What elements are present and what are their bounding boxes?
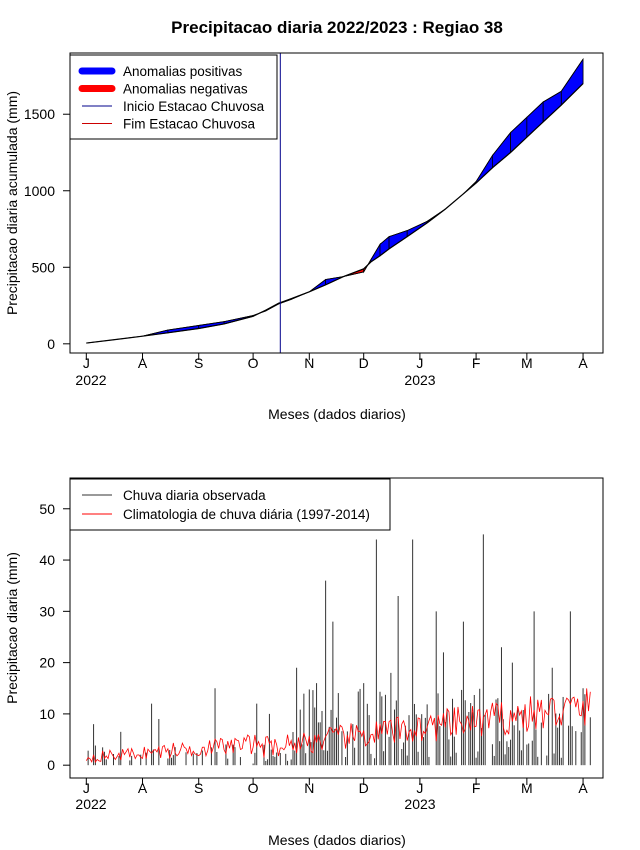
x-tick-label: N: [304, 355, 314, 371]
y-tick-label: 0: [47, 336, 55, 352]
daily-year-2023: 2023: [404, 796, 435, 812]
positive-anomaly-area: [510, 116, 528, 154]
positive-anomaly-area: [542, 90, 562, 123]
daily-panel: J A S O N D J F M A 0 10 20 30 40 50 2022 2023 Meses (…: [4, 477, 604, 848]
legend-label-climatology: Climatologia de chuva diária (1997-2014): [123, 507, 370, 522]
x-tick-label: S: [194, 355, 203, 371]
daily-legend-box: [69, 478, 391, 531]
x-tick-label: S: [194, 780, 203, 796]
cumulative-year-2022: 2022: [75, 372, 106, 388]
daily-year-2022: 2022: [75, 796, 106, 812]
positive-anomaly-area: [526, 101, 544, 139]
x-tick-label: D: [359, 780, 369, 796]
x-tick-label: A: [578, 780, 588, 796]
daily-y-label: Precipitacao diaria (mm): [4, 552, 20, 704]
cumulative-legend: Anomalias positivas Anomalias negativas …: [69, 54, 278, 140]
x-tick-label: J: [416, 355, 423, 371]
legend-label-positive: Anomalias positivas: [123, 64, 243, 79]
x-tick-label: A: [138, 780, 148, 796]
x-tick-label: O: [248, 355, 259, 371]
y-tick-label: 20: [39, 655, 55, 671]
x-tick-label: M: [521, 780, 533, 796]
x-tick-label: A: [578, 355, 588, 371]
y-tick-label: 1500: [24, 106, 55, 122]
y-tick-label: 1000: [24, 183, 55, 199]
x-tick-label: F: [472, 780, 481, 796]
legend-label-observed: Chuva diaria observada: [123, 488, 266, 503]
y-tick-label: 0: [47, 757, 55, 773]
daily-legend: Chuva diaria observada Climatologia de c…: [69, 478, 391, 531]
x-tick-label: A: [138, 355, 148, 371]
cumulative-year-2023: 2023: [404, 372, 435, 388]
x-tick-label: D: [359, 355, 369, 371]
cumulative-y-axis: 0 500 1000 1500: [24, 106, 71, 352]
climatology-daily-line: [85, 688, 591, 764]
legend-label-season-end: Fim Estacao Chuvosa: [123, 117, 256, 132]
observed-cumulative-line: [86, 58, 584, 344]
daily-y-axis: 0 10 20 30 40 50: [39, 501, 71, 773]
x-tick-label: O: [248, 780, 259, 796]
cumulative-x-label: Meses (dados diarios): [268, 406, 406, 422]
chart-title: Precipitacao diaria 2022/2023 : Regiao 3…: [171, 18, 503, 37]
legend-label-season-start: Inicio Estacao Chuvosa: [123, 99, 265, 114]
y-tick-label: 30: [39, 603, 55, 619]
y-tick-label: 500: [32, 259, 56, 275]
x-tick-label: J: [416, 780, 423, 796]
positive-anomaly-area: [560, 57, 584, 106]
x-tick-label: F: [472, 355, 481, 371]
legend-label-negative: Anomalias negativas: [123, 82, 248, 97]
y-tick-label: 10: [39, 706, 55, 722]
daily-plot-area: [85, 534, 591, 766]
cumulative-panel: Precipitacao diaria 2022/2023 : Regiao 3…: [4, 18, 604, 422]
cumulative-y-label: Precipitacao diaria acumulada (mm): [4, 91, 20, 315]
x-tick-label: J: [83, 780, 90, 796]
x-tick-label: M: [521, 355, 533, 371]
x-tick-label: J: [83, 355, 90, 371]
y-tick-label: 50: [39, 501, 55, 517]
cumulative-plot-area: [86, 53, 584, 353]
positive-anomaly-area: [492, 131, 511, 169]
x-tick-label: N: [304, 780, 314, 796]
daily-x-label: Meses (dados diarios): [268, 832, 406, 848]
cumulative-legend-box: [69, 54, 278, 140]
y-tick-label: 40: [39, 552, 55, 568]
